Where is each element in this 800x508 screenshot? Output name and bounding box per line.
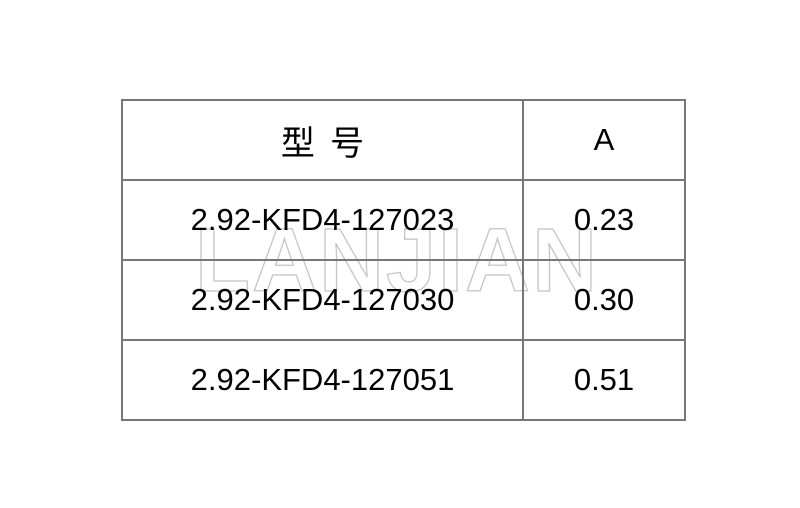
value-cell: 0.23 <box>522 179 686 261</box>
header-cell-a: A <box>522 99 686 181</box>
spec-table: 型号 A 2.92-KFD4-127023 0.23 2.92-KFD4-127… <box>121 99 686 421</box>
table-row: 2.92-KFD4-127023 0.23 <box>121 179 686 261</box>
table-row: 2.92-KFD4-127030 0.30 <box>121 259 686 341</box>
model-cell: 2.92-KFD4-127030 <box>121 259 524 341</box>
header-cell-model: 型号 <box>121 99 524 181</box>
model-cell: 2.92-KFD4-127051 <box>121 339 524 421</box>
value-cell: 0.51 <box>522 339 686 421</box>
value-cell: 0.30 <box>522 259 686 341</box>
header-row: 型号 A <box>121 99 686 181</box>
table-row: 2.92-KFD4-127051 0.51 <box>121 339 686 421</box>
model-cell: 2.92-KFD4-127023 <box>121 179 524 261</box>
